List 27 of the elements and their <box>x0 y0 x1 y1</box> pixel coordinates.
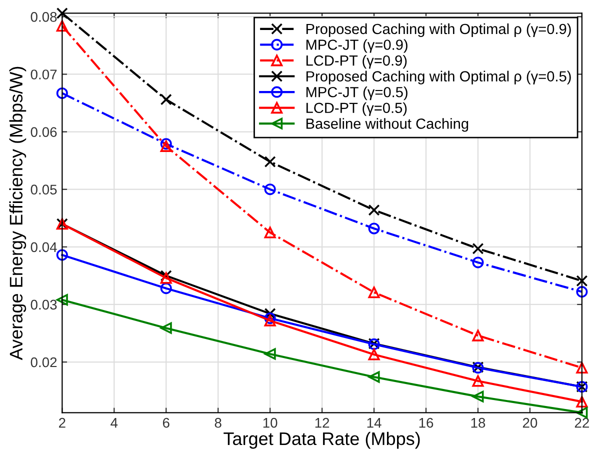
legend-label: LCD-PT (γ=0.9) <box>306 54 407 69</box>
x-tick-label: 4 <box>110 418 118 428</box>
y-tick-label: 0.07 <box>30 70 57 80</box>
x-tick-label: 12 <box>315 418 330 428</box>
y-tick-label: 0.04 <box>30 242 57 252</box>
x-tick-label: 18 <box>471 418 486 428</box>
x-tick-label: 10 <box>263 418 278 428</box>
x-tick-label: 20 <box>522 418 538 428</box>
y-tick-label: 0.02 <box>30 357 57 368</box>
x-tick-label: 6 <box>162 418 170 428</box>
legend-label: MPC-JT (γ=0.5) <box>306 86 408 100</box>
x-tick-label: 22 <box>574 418 589 428</box>
x-tick-label: 8 <box>214 418 222 428</box>
y-tick-label: 0.08 <box>30 12 57 22</box>
y-tick-label: 0.06 <box>30 127 57 137</box>
legend-label: Proposed Caching with Optimal ρ (γ=0.5) <box>306 70 571 84</box>
legend-label: LCD-PT (γ=0.5) <box>306 102 407 116</box>
y-tick-label: 0.05 <box>30 184 57 195</box>
y-tick-label: 0.03 <box>30 300 57 310</box>
legend-label: Baseline without Caching <box>306 118 468 132</box>
y-axis-title: Average Energy Efficiency (Mbps/W) <box>9 66 26 360</box>
legend-label: Proposed Caching with Optimal ρ (γ=0.9) <box>306 23 571 38</box>
legend-label: MPC-JT (γ=0.9) <box>306 39 408 53</box>
x-tick-label: 16 <box>419 418 434 428</box>
x-tick-label: 14 <box>367 418 382 428</box>
x-tick-label: 2 <box>58 418 66 428</box>
x-axis-title: Target Data Rate (Mbps) <box>224 432 420 449</box>
